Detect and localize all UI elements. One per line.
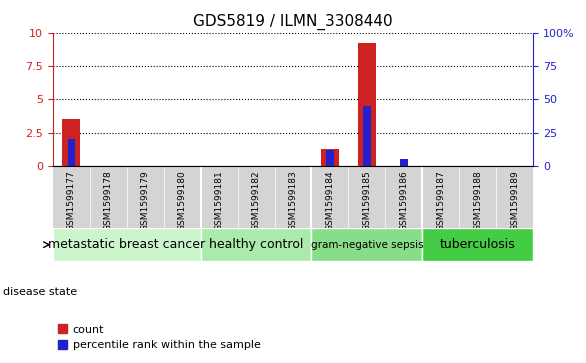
Bar: [200, 228, 312, 261]
Bar: [67, 139, 75, 166]
Text: GSM1599188: GSM1599188: [473, 170, 482, 231]
Bar: [62, 119, 80, 166]
Text: gram-negative sepsis: gram-negative sepsis: [311, 240, 423, 250]
Bar: [53, 228, 200, 261]
Bar: [326, 150, 333, 166]
Bar: [357, 43, 376, 166]
Text: GSM1599182: GSM1599182: [251, 170, 261, 231]
Text: GSM1599186: GSM1599186: [400, 170, 408, 231]
Text: GSM1599180: GSM1599180: [178, 170, 186, 231]
Title: GDS5819 / ILMN_3308440: GDS5819 / ILMN_3308440: [193, 14, 393, 30]
Text: healthy control: healthy control: [209, 238, 303, 251]
Text: tuberculosis: tuberculosis: [440, 238, 516, 251]
Bar: [400, 159, 408, 166]
Text: GSM1599184: GSM1599184: [325, 170, 335, 231]
Text: GSM1599185: GSM1599185: [362, 170, 372, 231]
Text: GSM1599189: GSM1599189: [510, 170, 519, 231]
Legend: count, percentile rank within the sample: count, percentile rank within the sample: [58, 325, 261, 350]
Bar: [363, 106, 370, 166]
Bar: [312, 228, 423, 261]
Text: GSM1599178: GSM1599178: [104, 170, 113, 231]
Text: metastatic breast cancer: metastatic breast cancer: [48, 238, 205, 251]
Text: GSM1599179: GSM1599179: [141, 170, 149, 231]
Text: disease state: disease state: [3, 287, 77, 297]
Bar: [423, 228, 533, 261]
Text: GSM1599177: GSM1599177: [67, 170, 76, 231]
Text: GSM1599183: GSM1599183: [288, 170, 298, 231]
Text: GSM1599187: GSM1599187: [437, 170, 445, 231]
Bar: [321, 148, 339, 166]
Text: GSM1599181: GSM1599181: [214, 170, 224, 231]
